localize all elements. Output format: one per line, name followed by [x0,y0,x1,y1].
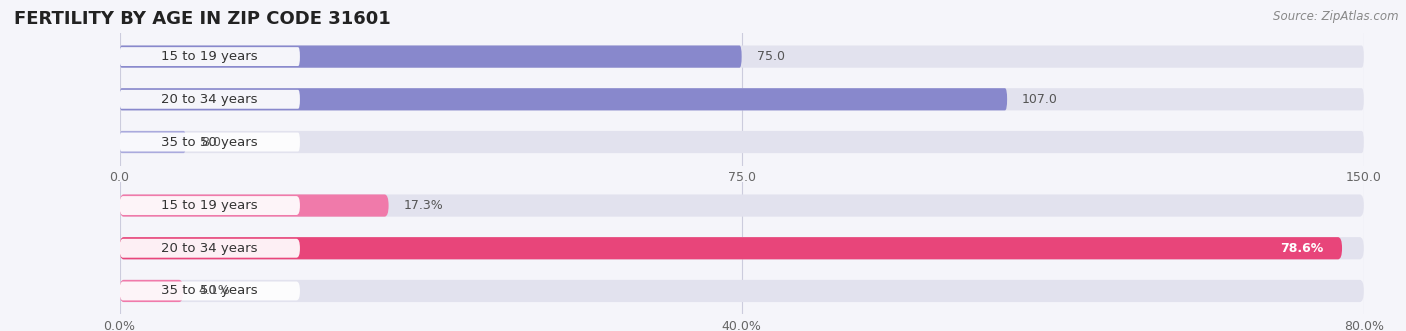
FancyBboxPatch shape [120,282,299,301]
FancyBboxPatch shape [120,47,299,66]
FancyBboxPatch shape [120,131,1364,153]
Text: 35 to 50 years: 35 to 50 years [162,135,259,149]
FancyBboxPatch shape [120,280,1364,302]
FancyBboxPatch shape [120,196,299,215]
Text: 4.1%: 4.1% [198,284,231,298]
FancyBboxPatch shape [120,45,742,68]
Text: 20 to 34 years: 20 to 34 years [162,93,257,106]
FancyBboxPatch shape [120,237,1343,260]
Text: FERTILITY BY AGE IN ZIP CODE 31601: FERTILITY BY AGE IN ZIP CODE 31601 [14,10,391,28]
FancyBboxPatch shape [120,45,1364,68]
FancyBboxPatch shape [120,239,299,258]
Text: 78.6%: 78.6% [1279,242,1323,255]
FancyBboxPatch shape [120,280,183,302]
FancyBboxPatch shape [120,90,299,109]
Text: 17.3%: 17.3% [404,199,443,212]
Text: 107.0: 107.0 [1022,93,1057,106]
Text: 75.0: 75.0 [756,50,785,63]
FancyBboxPatch shape [120,88,1364,111]
FancyBboxPatch shape [120,88,1007,111]
Text: 15 to 19 years: 15 to 19 years [162,50,259,63]
FancyBboxPatch shape [120,131,186,153]
Text: 15 to 19 years: 15 to 19 years [162,199,259,212]
Text: 20 to 34 years: 20 to 34 years [162,242,257,255]
FancyBboxPatch shape [120,133,299,152]
Text: Source: ZipAtlas.com: Source: ZipAtlas.com [1274,10,1399,23]
Text: 8.0: 8.0 [201,135,221,149]
Text: 35 to 50 years: 35 to 50 years [162,284,259,298]
FancyBboxPatch shape [120,194,388,217]
FancyBboxPatch shape [120,237,1364,260]
FancyBboxPatch shape [120,194,1364,217]
